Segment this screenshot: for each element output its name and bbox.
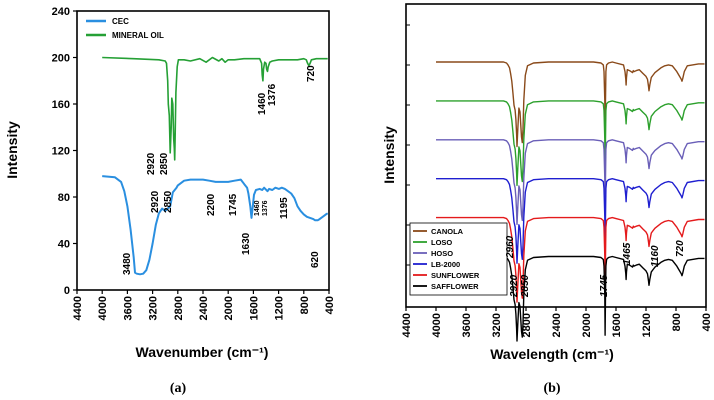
annotation-1745: 1745: [228, 193, 239, 216]
x-tick-label-b: 4000: [431, 313, 443, 337]
annotation-b-1160: 1160: [650, 245, 661, 267]
annotation-cec-1376: 1376: [262, 200, 269, 216]
annotation-cec-2920: 2920: [150, 190, 161, 213]
legend-b-box: [409, 222, 508, 296]
y-tick-label-a: 120: [52, 146, 70, 158]
legend-b-label-sunflower: SUNFLOWER: [431, 271, 480, 280]
annotation-b-2920: 2920: [509, 274, 520, 298]
y-tick-label-a: 80: [58, 192, 70, 204]
annotation-620: 620: [310, 251, 321, 268]
x-tick-label-b: 1200: [641, 313, 653, 337]
x-tick-label-a: 800: [299, 296, 311, 314]
x-tick-label-a: 400: [324, 296, 336, 314]
x-tick-label-b: 2000: [581, 313, 593, 337]
series-line-sunflower: [436, 216, 705, 303]
annotation-b-1745: 1745: [599, 274, 610, 297]
annotation-b-720: 720: [675, 240, 686, 257]
x-axis-title-b: Wavelength (cm⁻¹): [490, 346, 614, 362]
x-tick-label-b: 800: [671, 313, 683, 331]
legend-a-label-cec: CEC: [112, 17, 129, 26]
annotation-oil-1376: 1376: [267, 83, 278, 106]
y-axis-title-a: Intensity: [4, 121, 20, 179]
series-line-loso: [436, 100, 705, 187]
series-line-canola: [436, 61, 705, 148]
x-tick-label-a: 4400: [72, 296, 84, 320]
annotation-b-2850: 2850: [520, 274, 531, 298]
annotation-cec-1460: 1460: [254, 200, 261, 216]
x-tick-label-a: 2400: [198, 296, 210, 320]
annotation-2200: 2200: [206, 193, 217, 216]
x-tick-label-a: 4000: [97, 296, 109, 320]
legend-a: CEC MINERAL OIL: [86, 17, 164, 40]
series-line-mineral-oil: [102, 56, 328, 161]
panel-a: 0 40 80 120 160 200 240 4400 4000 3600 3200 2800 24…: [4, 6, 336, 396]
x-tick-label-b: 1600: [611, 313, 623, 337]
legend-a-label-mineral-oil: MINERAL OIL: [112, 31, 164, 40]
annotation-720: 720: [306, 65, 317, 82]
x-tick-label-b: 400: [701, 313, 713, 331]
x-tick-label-b: 3200: [491, 313, 503, 337]
y-axis-b: [406, 24, 410, 266]
y-axis-title-b: Intensity: [381, 126, 397, 184]
annotation-oil-2920: 2920: [146, 152, 157, 175]
x-axis-a: 4400 4000 3600 3200 2800 2400 2000 1600 1200 800 4…: [72, 290, 336, 320]
legend-b-label-hoso: HOSO: [431, 249, 453, 258]
annotation-1195: 1195: [279, 197, 290, 219]
plot-frame-a: [76, 10, 330, 291]
legend-b-label-safflower: SAFFLOWER: [431, 282, 479, 291]
series-line-hoso: [436, 139, 705, 226]
annotation-1630: 1630: [241, 232, 252, 255]
x-axis-title-a: Wavenumber (cm⁻¹): [136, 344, 269, 360]
x-tick-label-b: 4400: [401, 313, 413, 337]
series-lines-a: [102, 56, 329, 276]
series-line-safflower: [436, 255, 705, 342]
x-tick-label-a: 2800: [173, 296, 185, 320]
legend-b-label-loso: LOSO: [431, 238, 452, 247]
y-axis-a: 0 40 80 120 160 200 240: [52, 6, 77, 297]
x-tick-label-a: 1600: [248, 296, 260, 320]
annotations-b: 2960 2920 2850 1745 1465 1160 720: [505, 235, 686, 298]
x-tick-label-b: 2800: [521, 313, 533, 337]
panel-b: 4400 4000 3600 3200 2800 2400 2000 1600 1200 800 4…: [381, 3, 713, 396]
annotation-b-2960: 2960: [505, 235, 516, 259]
y-tick-label-a: 0: [64, 285, 70, 297]
x-tick-label-b: 3600: [461, 313, 473, 337]
x-tick-label-a: 1200: [274, 296, 286, 320]
annotation-oil-2850: 2850: [159, 152, 170, 175]
y-tick-label-a: 240: [52, 6, 70, 18]
y-tick-label-a: 40: [58, 239, 70, 251]
panel-label-a: (a): [170, 381, 187, 396]
annotation-cec-2850: 2850: [163, 190, 174, 213]
legend-b-label-lb-2000: LB-2000: [431, 260, 460, 269]
series-lines-b: [436, 61, 705, 342]
panel-label-b: (b): [543, 381, 560, 396]
series-line-cec: [102, 175, 329, 276]
y-tick-label-a: 160: [52, 99, 70, 111]
y-tick-label-a: 200: [52, 53, 70, 65]
annotations-a: 3480 2920 2850 2200 1745 1630 1460 1376 …: [122, 65, 321, 275]
x-tick-label-a: 3200: [148, 296, 160, 320]
x-tick-label-a: 2000: [223, 296, 235, 320]
x-tick-label-a: 3600: [122, 296, 134, 320]
annotation-oil-1460: 1460: [257, 92, 268, 115]
annotation-b-1465: 1465: [622, 242, 633, 265]
x-axis-b: 4400 4000 3600 3200 2800 2400 2000 1600 1200 800 4…: [401, 307, 713, 337]
annotation-3480: 3480: [122, 252, 133, 275]
legend-b-label-canola: CANOLA: [431, 227, 464, 236]
legend-b: CANOLA LOSO HOSO LB-2000 SUNFLOWER SAFFL…: [409, 222, 508, 296]
x-tick-label-b: 2400: [551, 313, 563, 337]
series-line-lb-2000: [436, 177, 705, 264]
